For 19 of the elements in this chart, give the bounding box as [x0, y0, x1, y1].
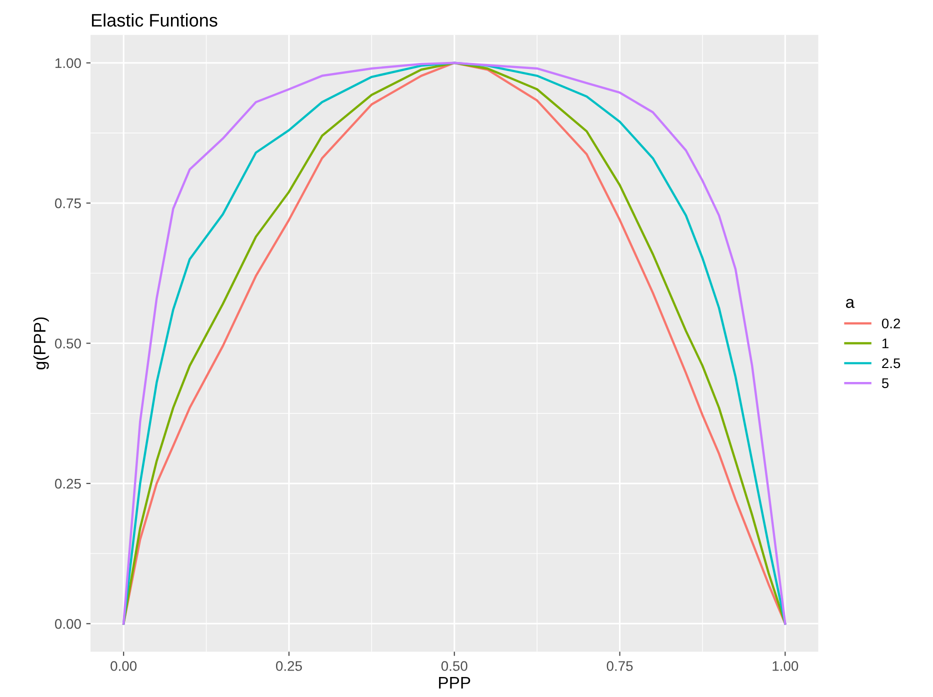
y-axis-title: g(PPP) — [33, 317, 49, 370]
x-tick-label: 0.00 — [110, 661, 137, 671]
x-tick-label: 0.75 — [606, 661, 633, 671]
legend-label: 1 — [882, 338, 888, 348]
legend-label: 0.2 — [882, 318, 900, 328]
x-tick-label: 1.00 — [772, 661, 798, 671]
legend-label: 2.5 — [882, 358, 900, 368]
y-tick-label: 0.50 — [54, 338, 81, 348]
legend-title: a — [846, 298, 855, 308]
y-tick-label: 1.00 — [56, 58, 81, 68]
y-tick-label: 0.00 — [54, 618, 81, 629]
chart-title: Elastic Funtions — [92, 13, 218, 27]
x-axis-title: PPP — [439, 677, 470, 689]
legend-label: 5 — [882, 378, 889, 388]
x-tick-label: 0.25 — [276, 661, 302, 671]
y-tick-label: 0.75 — [54, 198, 81, 208]
x-tick-label: 0.50 — [441, 661, 468, 671]
line-series — [122, 62, 786, 625]
y-tick-label: 0.25 — [54, 478, 81, 489]
